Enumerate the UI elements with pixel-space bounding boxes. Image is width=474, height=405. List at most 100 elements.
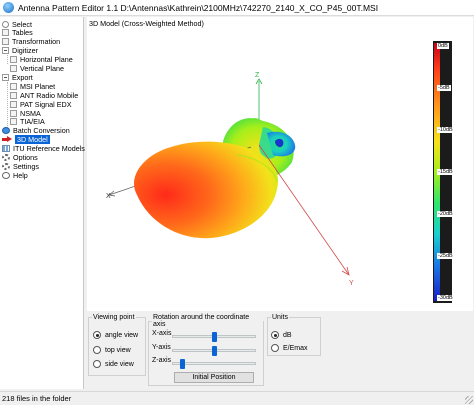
3d-plot[interactable]: Z X Y	[87, 17, 473, 311]
viewing-point-group: Viewing point	[88, 314, 146, 376]
document-icon	[10, 100, 17, 108]
initial-position-button[interactable]: Initial Position	[174, 372, 254, 383]
sidebar-item-digitizer[interactable]: Digitizer	[2, 46, 38, 56]
sidebar-item-label: Options	[13, 153, 38, 162]
view-caption: 3D Model (Cross-Weighted Method)	[89, 19, 204, 28]
z-axis-slider-track[interactable]	[172, 362, 256, 365]
arrow-icon	[2, 136, 12, 143]
colorbar-tick-label: -5dB	[437, 85, 451, 91]
sidebar-item-label: Tables	[12, 28, 33, 38]
sidebar-item-label: ANT Radio Mobile	[20, 90, 79, 100]
radio-icon	[2, 20, 9, 28]
side-view-radio[interactable]: side view	[93, 360, 134, 368]
tree-connector	[7, 82, 8, 132]
sidebar-item-help[interactable]: Help	[2, 170, 28, 180]
grid-icon	[2, 145, 10, 153]
sidebar-item-transformation[interactable]: Transformation	[2, 37, 60, 47]
units-title: Units	[272, 314, 288, 321]
top-view-radio[interactable]: top view	[93, 346, 131, 354]
sidebar-item-label: Select	[12, 19, 32, 29]
status-bar: 218 files in the folder	[0, 391, 474, 405]
document-icon	[10, 118, 17, 126]
colorbar-tick-label: -30dB	[437, 295, 454, 301]
sidebar-item-tables[interactable]: Tables	[2, 28, 33, 38]
navigation-tree: Select Tables Transformation Digitizer Horiz…	[0, 17, 85, 389]
colorbar-tick-label: -20dB	[437, 211, 454, 217]
window-title: Antenna Pattern Editor 1.1 D:\Antennas\K…	[18, 2, 379, 13]
radio-icon	[271, 344, 279, 352]
sidebar-item-label: Help	[13, 170, 28, 180]
rotation-title: Rotation around the coordinate axis	[153, 314, 250, 328]
sidebar-item-label: NSMA	[20, 108, 41, 118]
x-axis-slider-label: X-axis	[152, 330, 172, 337]
radio-selected-icon	[93, 331, 101, 339]
colorbar-tick-label: 0dB	[437, 43, 449, 49]
sidebar-item-label: Settings	[13, 161, 39, 171]
x-axis-arrow	[108, 190, 116, 197]
sidebar-item-itu-reference-models[interactable]: ITU Reference Models	[2, 144, 85, 154]
help-icon	[2, 171, 10, 179]
radio-icon	[93, 346, 101, 354]
document-icon	[2, 38, 9, 46]
sidebar-item-label: Horizontal Plane	[20, 55, 73, 65]
null-region	[275, 138, 284, 148]
title-bar: Antenna Pattern Editor 1.1 D:\Antennas\K…	[0, 0, 474, 16]
collapse-icon	[2, 73, 9, 81]
gear-icon	[2, 162, 10, 170]
sidebar-item-select[interactable]: Select	[2, 19, 32, 29]
sidebar-item-batch-conversion[interactable]: Batch Conversion	[2, 126, 70, 136]
gear-icon	[2, 154, 10, 161]
sidebar-item-3d-model[interactable]: 3D Model	[2, 135, 50, 145]
z-axis-slider-label: Z-axis	[152, 357, 172, 364]
x-axis-label: X	[106, 193, 111, 200]
sidebar-item-tia-eia[interactable]: TIA/EIA	[10, 117, 45, 127]
colorbar-tick-label: -10dB	[437, 127, 454, 133]
sidebar-item-ant-radio-mobile[interactable]: ANT Radio Mobile	[10, 90, 78, 100]
sidebar-item-settings[interactable]: Settings	[2, 161, 39, 171]
sidebar-item-label: Export	[12, 72, 33, 82]
units-group: Units	[267, 314, 321, 356]
colorbar-tick-label: -25dB	[437, 253, 454, 259]
colorbar-tick-label: -15dB	[437, 169, 454, 175]
angle-view-radio[interactable]: angle view	[93, 331, 138, 339]
main-lobe	[134, 141, 279, 239]
z-axis-arrow	[255, 78, 263, 85]
sidebar-item-msi-planet[interactable]: MSI Planet	[10, 81, 55, 91]
sidebar-item-options[interactable]: Options	[2, 153, 38, 163]
radio-label: top view	[105, 346, 131, 354]
sidebar-item-label: TIA/EIA	[20, 117, 45, 127]
document-icon	[10, 109, 17, 117]
document-icon	[10, 82, 17, 90]
globe-icon	[2, 127, 10, 135]
resize-grip[interactable]	[465, 396, 473, 404]
radio-selected-icon	[271, 331, 279, 339]
sidebar-item-nsma[interactable]: NSMA	[10, 108, 41, 118]
sidebar-item-label: MSI Planet	[20, 81, 56, 91]
z-axis-label: Z	[255, 72, 260, 79]
x-axis-slider-thumb[interactable]	[211, 332, 217, 342]
collapse-icon	[2, 47, 9, 55]
tree-connector	[7, 55, 8, 64]
model-view[interactable]: Z X Y 3D Model (Cross-Weighted Method)	[87, 17, 473, 311]
sidebar-item-horizontal-plane[interactable]: Horizontal Plane	[10, 55, 73, 65]
sidebar-item-label: 3D Model	[15, 135, 50, 145]
y-axis-arrow	[341, 266, 350, 276]
radio-icon	[93, 360, 101, 368]
db-radio[interactable]: dB	[271, 331, 292, 339]
lobe-highlight	[236, 154, 278, 182]
sidebar-item-label: Digitizer	[12, 46, 38, 56]
sidebar-item-vertical-plane[interactable]: Vertical Plane	[10, 64, 64, 74]
sidebar-item-label: Vertical Plane	[20, 64, 64, 73]
e-emax-radio[interactable]: E/Emax	[271, 344, 308, 352]
radio-label: dB	[283, 331, 292, 339]
y-axis-slider-thumb[interactable]	[211, 346, 217, 356]
sidebar-item-label: Transformation	[12, 37, 61, 47]
rotation-group: Rotation around the coordinate axis	[148, 314, 264, 386]
sidebar-item-export[interactable]: Export	[2, 72, 33, 82]
viewing-point-title: Viewing point	[93, 314, 135, 321]
z-axis-slider-thumb[interactable]	[179, 359, 185, 369]
y-axis-label: Y	[349, 280, 354, 287]
app-logo-icon	[3, 2, 14, 13]
sidebar-item-pat-signal-edx[interactable]: PAT Signal EDX	[10, 99, 72, 109]
control-panel: Viewing point angle view top view side v…	[86, 314, 474, 390]
